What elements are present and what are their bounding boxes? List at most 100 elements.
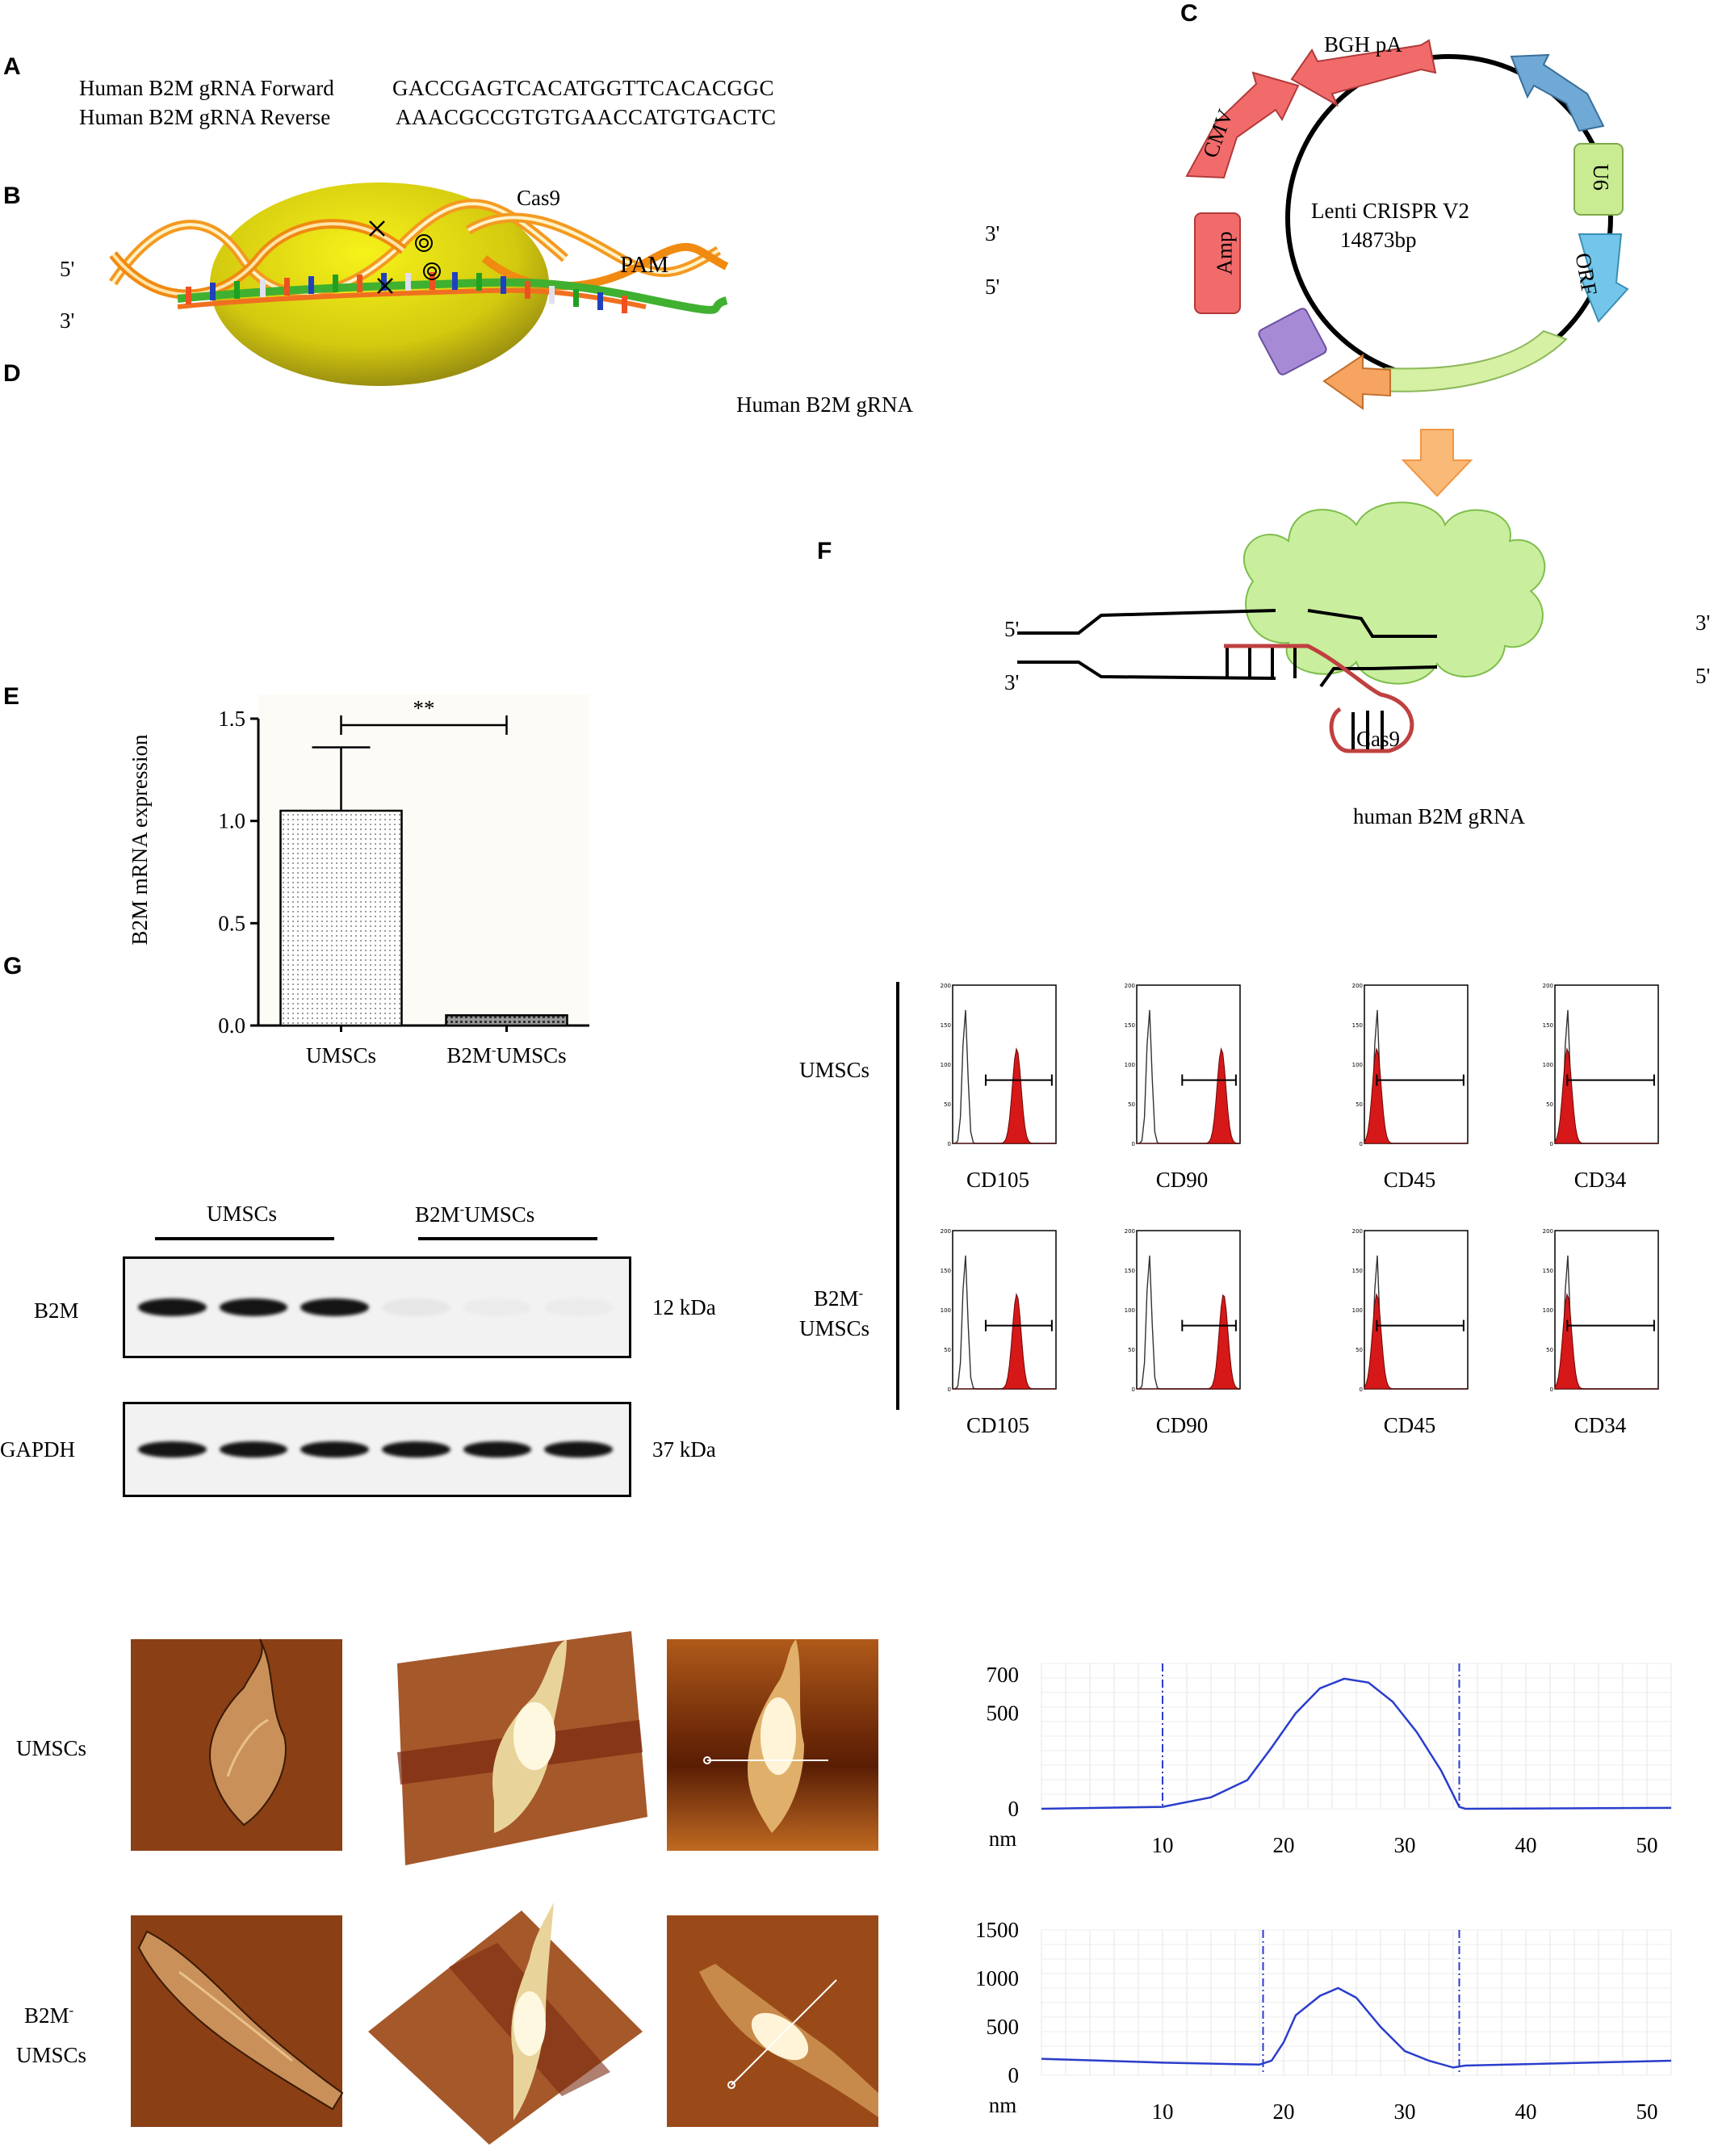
- green-arc: [1376, 329, 1568, 392]
- blot-group-umscs-bar: [155, 1237, 334, 1240]
- profile-curve: [1041, 1677, 1672, 1810]
- pam-label: PAM: [620, 252, 669, 278]
- pam-circles: [415, 234, 441, 280]
- panel-b-5prime-left: 5': [60, 257, 75, 281]
- flow-row-umscs: UMSCs: [799, 1058, 870, 1082]
- grna-scaffold: [1224, 644, 1414, 753]
- profile-curve: [1041, 1986, 1672, 2069]
- profile-x-tick-label: 40: [1515, 2099, 1537, 2124]
- feature-u6: U6: [1589, 164, 1613, 191]
- afm-row-b2m-umscs: B2M-: [24, 2003, 74, 2028]
- purple-box: [1258, 308, 1327, 375]
- flow-histogram: 0 50 100 150 200: [1543, 983, 1659, 1147]
- profile-x-tick-label: 30: [1394, 2099, 1416, 2124]
- profile-x-tick-label: 50: [1636, 2099, 1658, 2124]
- afm-row-b2m-umscs-2: UMSCs: [16, 2043, 87, 2067]
- flow-y-tick-label: 100: [1543, 1062, 1553, 1068]
- blot-band: [463, 1441, 532, 1458]
- panel-b-3prime-left: 3': [60, 308, 75, 333]
- flow-marker-label: CD45: [1383, 1168, 1436, 1192]
- feature-bgh-pa: BGH pA: [1324, 32, 1402, 57]
- flow-y-tick-label: 150: [1543, 1022, 1553, 1029]
- panel-b-5prime-right: 5': [985, 275, 1000, 299]
- panel-c-3prime-left: 3': [1004, 670, 1020, 694]
- afm-umscs-height-image: [667, 1639, 878, 1851]
- afm-profile-umscs: 0 500 700 10 20 30 40 50 nm: [987, 1663, 1672, 1857]
- flow-y-tick-label: 50: [1128, 1101, 1135, 1108]
- panel-label-b: B: [3, 182, 21, 209]
- blot-group-umscs: UMSCs: [207, 1202, 278, 1226]
- bgh-pa-arrow: [1290, 39, 1437, 107]
- flow-y-tick-label: 100: [941, 1062, 951, 1068]
- blue-arrow: [1510, 53, 1605, 132]
- profile-y-tick-label: 1000: [975, 1966, 1019, 1990]
- flow-y-tick-label: 50: [944, 1101, 951, 1108]
- flow-sample-histogram: [953, 1047, 1056, 1144]
- feature-amp: Amp: [1212, 231, 1237, 275]
- blot-band: [138, 1298, 207, 1316]
- grna-reverse-sequence: AAACGCCGTGTGAACCATGTGACTC: [396, 105, 777, 129]
- flow-marker-label: CD105: [966, 1413, 1030, 1437]
- flow-divider: [896, 982, 899, 1410]
- flow-y-tick-label: 100: [1352, 1307, 1363, 1314]
- chart-y-tick-label: 1.5: [218, 707, 245, 731]
- panel-label-a: A: [3, 53, 21, 80]
- flow-y-tick-label: 150: [1352, 1022, 1363, 1029]
- flow-sample-histogram: [1554, 1047, 1658, 1144]
- profile-y-tick-label: 0: [1008, 2063, 1020, 2087]
- chart-bar: [279, 809, 403, 1027]
- flow-marker-label: CD45: [1383, 1413, 1436, 1437]
- flow-y-tick-label: 0: [1132, 1386, 1135, 1393]
- cmv-arrow: [1185, 71, 1300, 179]
- cut-site-marks: [369, 220, 393, 294]
- profile-y-tick-label: 500: [987, 1701, 1020, 1726]
- blot-row-b2m: B2M: [34, 1298, 79, 1323]
- chart-ylabel: B2M mRNA expression: [128, 734, 152, 946]
- afm-profile-b2m: 0 500 1000 1500 10 20 30 40 50 nm: [975, 1918, 1672, 2124]
- blot-band: [544, 1298, 613, 1316]
- blot-band: [544, 1441, 613, 1458]
- panel-label-d: D: [3, 360, 21, 387]
- profile-x-tick-label: 30: [1394, 1833, 1416, 1857]
- chart-bar: [445, 1014, 568, 1027]
- plasmid-name: Lenti CRISPR V2: [1311, 199, 1470, 223]
- blot-band: [463, 1298, 532, 1316]
- blot-band: [300, 1441, 369, 1458]
- flow-histogram: 0 50 100 150 200: [1125, 983, 1241, 1147]
- profile-y-tick-label: 700: [987, 1663, 1020, 1687]
- panel-label-g: G: [3, 953, 23, 979]
- flow-y-tick-label: 150: [941, 1268, 951, 1274]
- flow-marker-label: CD34: [1573, 1413, 1627, 1437]
- chart-y-tick-label: 1.0: [218, 809, 245, 833]
- flow-sample-histogram: [953, 1292, 1056, 1390]
- flow-marker-label: CD34: [1573, 1168, 1627, 1192]
- blot-band: [382, 1441, 450, 1458]
- profile-unit: nm: [989, 2093, 1017, 2117]
- flow-y-tick-label: 200: [941, 1228, 951, 1235]
- profile-x-tick-label: 20: [1273, 1833, 1295, 1857]
- chart-y-tick-label: 0.5: [218, 911, 245, 935]
- panel-c-3prime-right: 3': [1695, 610, 1711, 635]
- profile-x-tick-label: 20: [1273, 2099, 1295, 2124]
- flow-y-tick-label: 50: [1546, 1347, 1553, 1353]
- panel-c-cas9-label: Cas9: [1356, 727, 1400, 751]
- panel-label-c: C: [1180, 0, 1198, 27]
- chart-y-tick-label: 0.0: [218, 1013, 245, 1038]
- profile-x-tick-label: 10: [1152, 1833, 1174, 1857]
- flow-row-b2m-umscs: B2M-: [814, 1286, 864, 1311]
- flow-y-tick-label: 150: [941, 1022, 951, 1029]
- profile-x-tick-label: 40: [1515, 1833, 1537, 1857]
- flow-y-tick-label: 150: [1352, 1268, 1363, 1274]
- flow-y-tick-label: 50: [1356, 1347, 1363, 1353]
- flow-marker-label: CD105: [966, 1168, 1030, 1192]
- flow-y-tick-label: 100: [941, 1307, 951, 1314]
- flow-y-tick-label: 150: [1125, 1022, 1135, 1029]
- panel-c-5prime-right: 5': [1695, 664, 1711, 688]
- flow-histogram: 0 50 100 150 200: [941, 983, 1057, 1147]
- flow-y-tick-label: 0: [948, 1141, 951, 1147]
- orf-arrow: [1578, 233, 1629, 323]
- flow-histogram: 0 50 100 150 200: [941, 1228, 1057, 1393]
- blot-row-gapdh: GAPDH: [0, 1437, 76, 1462]
- blot-gapdh-membrane: [123, 1402, 631, 1497]
- blot-size-12kda: 12 kDa: [652, 1295, 716, 1319]
